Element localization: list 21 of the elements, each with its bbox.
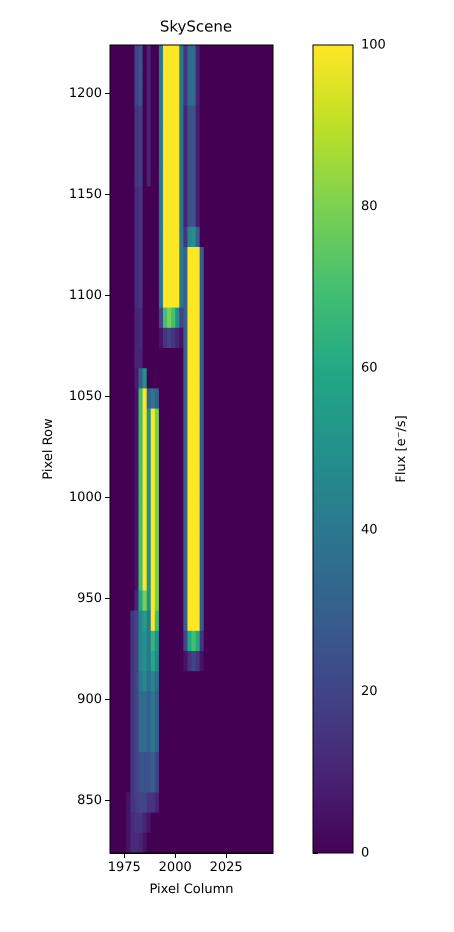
color-bar-label: 100 <box>361 38 386 52</box>
y-tick-label: 1000 <box>68 490 102 505</box>
y-tick-label: 850 <box>77 792 102 808</box>
y-tick-label: 1200 <box>68 86 102 101</box>
y-tick-label: 1100 <box>68 288 102 303</box>
color-bar-label: 60 <box>361 360 378 376</box>
x-tick-label: 1975 <box>108 860 141 875</box>
color-bar-label: 80 <box>361 199 378 214</box>
x-tick-label: 2025 <box>210 860 243 875</box>
color-bar-label: 40 <box>361 522 378 538</box>
x-axis-title: Pixel Column <box>150 882 234 897</box>
y-tick-label: 1150 <box>68 186 102 202</box>
y-tick-label: 900 <box>77 692 102 707</box>
x-tick-label: 2000 <box>158 860 192 875</box>
chart-title: SkyScene <box>160 18 232 36</box>
y-axis-title: Pixel Row <box>41 418 56 480</box>
color-bar-title: Flux [e⁻/s] <box>394 415 409 483</box>
y-tick-label: 950 <box>77 590 102 606</box>
color-bar-label: 20 <box>361 684 378 699</box>
y-tick-label: 1050 <box>68 388 102 404</box>
color-bar-label: 0 <box>361 846 370 860</box>
